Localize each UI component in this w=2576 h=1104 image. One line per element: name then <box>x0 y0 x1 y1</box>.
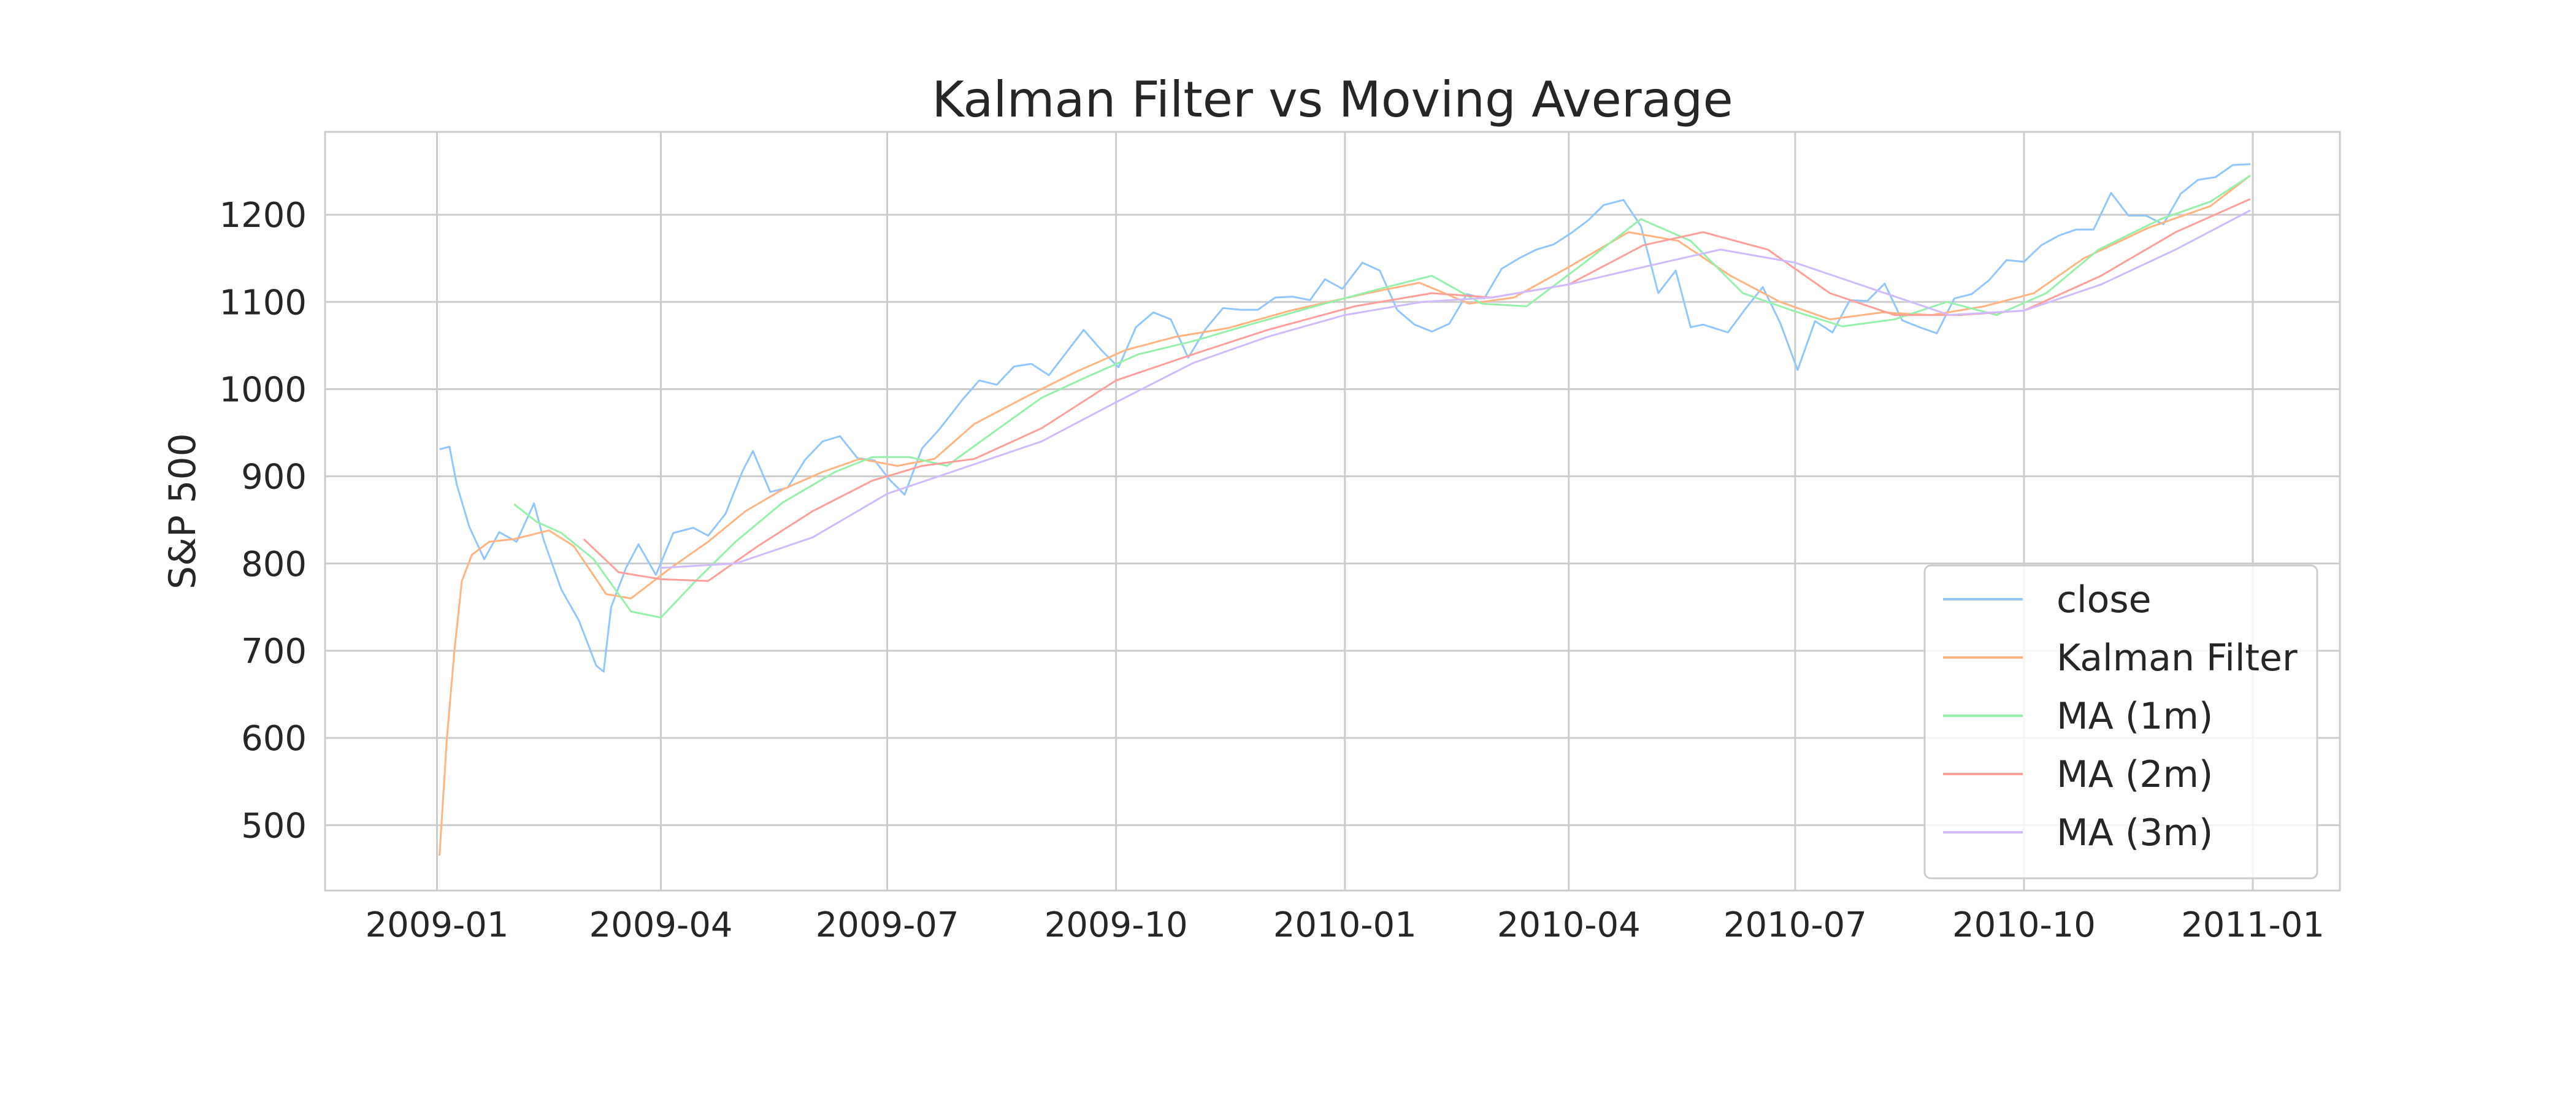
x-tick-labels: 2009-01 2009-04 2009-07 2009-10 2010-01 2010-… <box>366 905 2325 945</box>
x-tick-label: 2009-04 <box>589 905 733 945</box>
legend-label: MA (3m) <box>2057 811 2213 854</box>
series-lines <box>439 163 2251 856</box>
y-tick-label: 1100 <box>219 283 307 323</box>
x-tick-label: 2010-04 <box>1497 905 1641 945</box>
y-tick-label: 900 <box>241 458 307 497</box>
y-tick-label: 1000 <box>219 370 307 410</box>
x-tick-label: 2010-10 <box>1952 905 2096 945</box>
legend-box <box>1923 564 2318 880</box>
series-line-ma-3m <box>661 209 2251 569</box>
y-tick-labels: 500 600 700 800 900 1000 1100 1200 <box>219 196 307 846</box>
series-line-kalman-filter <box>439 174 2251 856</box>
legend: close Kalman Filter MA (1m) MA (2m) MA (3m) <box>1923 564 2318 880</box>
legend-label: close <box>2057 578 2152 621</box>
y-tick-label: 500 <box>241 806 307 846</box>
y-tick-label: 1200 <box>219 196 307 236</box>
y-tick-label: 700 <box>241 632 307 672</box>
x-tick-label: 2011-01 <box>2181 905 2325 945</box>
series-line-close <box>439 163 2251 673</box>
legend-label: MA (1m) <box>2057 695 2213 738</box>
x-tick-label: 2009-10 <box>1045 905 1188 945</box>
chart-title: Kalman Filter vs Moving Average <box>932 71 1733 128</box>
plot-frame <box>324 131 2341 892</box>
series-line-ma-1m <box>513 174 2251 619</box>
y-tick-label: 800 <box>241 545 307 585</box>
series-line-ma-2m <box>583 198 2251 582</box>
x-tick-label: 2010-07 <box>1723 905 1867 945</box>
y-tick-label: 600 <box>241 719 307 759</box>
x-tick-label: 2009-07 <box>816 905 959 945</box>
x-tick-label: 2009-01 <box>366 905 509 945</box>
x-tick-label: 2010-01 <box>1273 905 1417 945</box>
y-axis-title: S&P 500 <box>161 433 204 589</box>
legend-label: Kalman Filter <box>2057 637 2298 680</box>
legend-label: MA (2m) <box>2057 753 2213 796</box>
